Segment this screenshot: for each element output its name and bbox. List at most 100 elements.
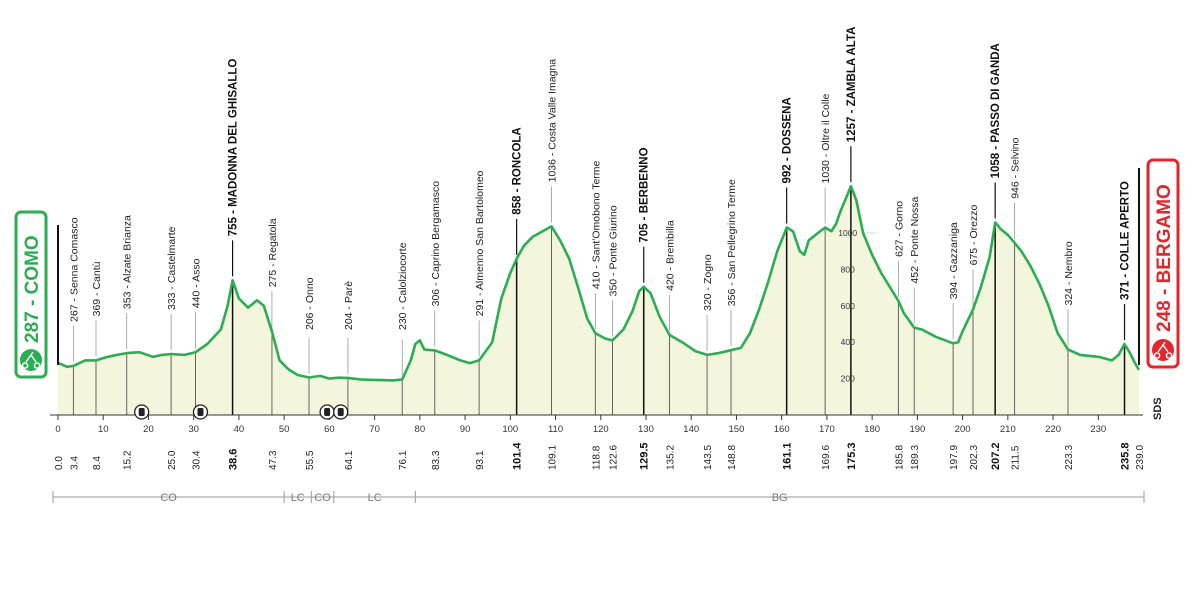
km-tick-label: 230 [1090, 424, 1106, 435]
km-tick-label: 210 [1000, 424, 1016, 435]
province-label: LC [291, 492, 305, 504]
checkpoint-km-reading: 8.4 [92, 456, 103, 470]
km-tick-label: 150 [729, 424, 745, 435]
km-axis-ticks: 0 10 20 30 40 50 60 70 80 90 100 110 120 130 140 150 160… [55, 415, 1106, 435]
checkpoint-label: 371 - COLLE APERTO [1120, 181, 1132, 300]
km-tick-label: 180 [864, 424, 880, 435]
checkpoint-km-reading: 55.5 [305, 450, 316, 470]
checkpoint-label: 1058 - PASSO DI GANDA [990, 43, 1002, 178]
elevation-tick-label: 600 [841, 301, 855, 311]
checkpoint-km-reading: 3.4 [69, 456, 80, 470]
checkpoint-km-reading: 211.5 [1011, 445, 1022, 470]
checkpoint-label: 275 - Regatola [267, 218, 279, 287]
checkpoint-km-reading: 83.3 [431, 450, 442, 470]
checkpoint-label: 204 - Parè [343, 281, 355, 330]
checkpoint-km-reading: 148.8 [727, 445, 738, 470]
checkpoint-km-readings: 0.0 3.4 8.4 15.2 25.0 30.4 38.6 47.3 55.5 64.1 76.… [54, 442, 1146, 470]
checkpoint-drop-lines [72, 146, 1126, 415]
checkpoint-km-reading: 143.5 [703, 445, 714, 470]
checkpoint-label: 1030 - Oltre il Colle [820, 93, 832, 183]
checkpoint-km-reading: 169.6 [821, 445, 832, 470]
checkpoint-label: 206 - Onno [304, 277, 316, 330]
checkpoint-km-reading: 197.9 [949, 445, 960, 470]
finish-badge: 248 - BERGAMO [1138, 158, 1180, 369]
checkpoint-km-reading: 64.1 [344, 450, 355, 470]
checkpoint-km-reading: 101.4 [512, 442, 524, 470]
province-label: LC [368, 492, 382, 504]
elevation-tick-label: 800 [841, 264, 855, 274]
checkpoint-km-reading: 109.1 [548, 445, 559, 470]
km-tick-label: 80 [415, 424, 426, 435]
checkpoint-km-reading: 185.8 [894, 445, 905, 470]
checkpoint-km-reading: 161.1 [782, 442, 794, 470]
checkpoint-labels: 267 - Senna Comasco 369 - Cantù 353 - Alza… [68, 27, 1131, 330]
checkpoint-label: 1036 - Costa Valle Imagna [547, 59, 559, 183]
checkpoint-label: 705 - BERBENNO [639, 147, 651, 242]
checkpoint-label: 267 - Senna Comasco [68, 217, 80, 322]
checkpoint-km-reading: 122.6 [609, 445, 620, 470]
km-tick-label: 90 [460, 424, 471, 435]
checkpoint-km-reading: 118.8 [591, 445, 602, 470]
checkpoint-label: 675 - Orezzo [968, 205, 980, 266]
finish-badge-frame [1146, 158, 1180, 369]
km-tick-label: 120 [593, 424, 609, 435]
checkpoint-km-reading: 202.3 [969, 445, 980, 470]
km-tick-label: 200 [955, 424, 971, 435]
km-tick-label: 20 [143, 424, 154, 435]
checkpoint-km-reading: 235.8 [1120, 442, 1132, 470]
km-tick-label: 140 [683, 424, 699, 435]
checkpoint-km-reading: 47.3 [268, 450, 279, 470]
checkpoint-label: 755 - MADONNA DEL GHISALLO [228, 59, 240, 237]
province-bands: CO LC CO LC BG [52, 491, 1145, 504]
km-tick-label: 0 [55, 424, 60, 435]
start-label: 287 - COMO [22, 235, 43, 343]
km-tick-label: 190 [909, 424, 925, 435]
finish-label: 248 - BERGAMO [1154, 184, 1175, 332]
checkpoint-km-reading: 207.2 [990, 442, 1002, 470]
checkpoint-label: 394 - Gazzaniga [948, 222, 960, 299]
checkpoint-label: 324 - Nembro [1063, 241, 1075, 305]
checkpoint-label: 353 - Alzate Brianza [122, 215, 134, 309]
start-cyclist-icon [20, 349, 42, 371]
km-tick-label: 40 [234, 424, 245, 435]
start-badge: 287 - COMO [14, 210, 59, 379]
checkpoint-km-reading: 135.2 [666, 445, 677, 470]
finish-cyclist-icon [1152, 339, 1174, 361]
checkpoint-label: 627 - Gorno [893, 201, 905, 257]
checkpoint-label: 420 - Brembilla [665, 220, 677, 291]
checkpoint-km-reading: 189.3 [910, 445, 921, 470]
km-tick-label: 10 [98, 424, 109, 435]
elevation-profile-line [57, 184, 1141, 382]
elevation-tick-label: 400 [841, 337, 855, 347]
province-label: BG [772, 492, 788, 504]
checkpoint-label: 369 - Cantù [91, 261, 103, 316]
checkpoint-label: 356 - San Pellegrino Terme [726, 179, 738, 306]
checkpoint-label: 291 - Almenno San Bartolomeo [474, 170, 486, 316]
elevation-tick-label: 1000 [838, 228, 857, 238]
km-tick-label: 160 [774, 424, 790, 435]
km-tick-label: 50 [279, 424, 290, 435]
km-tick-label: 110 [548, 424, 563, 435]
checkpoint-label: 858 - RONCOLA [512, 127, 524, 215]
checkpoint-km-reading: 129.5 [639, 442, 651, 470]
km-tick-label: 30 [188, 424, 199, 435]
elevation-tick-labels: 200 400 600 800 1000 [838, 228, 857, 384]
km-tick-label: 60 [324, 424, 335, 435]
checkpoint-km-reading: 0.0 [54, 456, 65, 470]
checkpoint-km-reading: 15.2 [123, 450, 134, 470]
sprint-marker-icon [337, 408, 344, 416]
checkpoint-km-reading: 38.6 [228, 449, 240, 470]
checkpoint-label: 992 - DOSSENA [782, 97, 794, 183]
checkpoint-km-reading: 239.0 [1135, 445, 1146, 470]
sprint-marker-icon [324, 408, 331, 416]
checkpoint-label: 1257 - ZAMBLA ALTA [846, 27, 858, 143]
km-tick-label: 170 [819, 424, 835, 435]
checkpoint-km-reading: 223.3 [1064, 445, 1075, 470]
km-tick-label: 220 [1045, 424, 1061, 435]
checkpoint-label: 440 - Asso [191, 258, 203, 308]
checkpoint-label: 350 - Ponte Giurino [608, 205, 620, 296]
province-label: CO [160, 492, 177, 504]
checkpoint-label: 230 - Calolziocorte [397, 242, 409, 330]
elevation-area [58, 186, 1139, 415]
